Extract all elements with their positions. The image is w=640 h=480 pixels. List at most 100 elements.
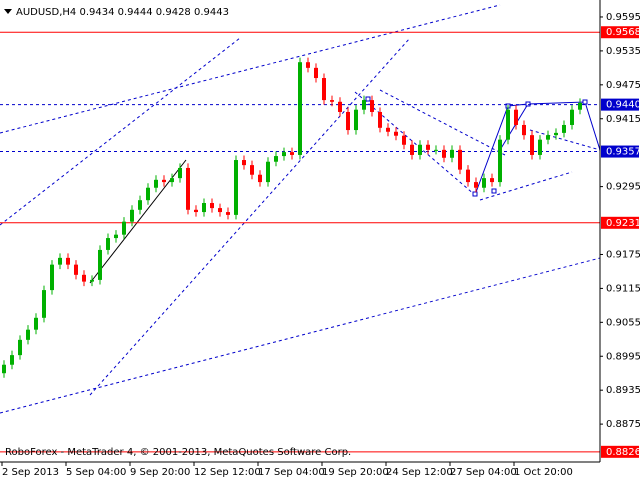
candle-body (106, 238, 110, 250)
candle-body (170, 178, 174, 183)
y-tick-label: 0.9115 (606, 283, 640, 294)
candle-body (434, 149, 438, 151)
candle-body (258, 174, 262, 183)
candle-body (410, 144, 414, 155)
price-level-badge (601, 445, 639, 458)
candle-body (290, 152, 294, 155)
candle-body (146, 187, 150, 201)
candle-body (282, 152, 286, 157)
candle-body (194, 209, 198, 213)
y-tick-label: 0.8995 (606, 351, 640, 362)
candle-body (250, 165, 254, 175)
y-tick-label: 0.9055 (606, 317, 640, 328)
candle-body (122, 221, 126, 235)
y-tick-label: 0.9475 (606, 80, 640, 91)
candle-body (298, 62, 302, 155)
trend-lines (0, 4, 601, 414)
price-level-label: 0.9357 (606, 147, 640, 158)
price-level-label: 0.9440 (606, 100, 640, 111)
candle-body (562, 124, 566, 133)
x-tick-label: 2 Sep 2013 (2, 467, 59, 478)
candle-body (266, 161, 270, 183)
candle-body (210, 203, 214, 209)
x-tick-label: 1 Oct 20:00 (514, 467, 573, 478)
candle-body (98, 249, 102, 280)
candle-body (490, 178, 494, 183)
candle-body (178, 167, 182, 179)
candle-body (10, 355, 14, 365)
candle-body (34, 317, 38, 330)
x-tick-label: 17 Sep 04:00 (258, 467, 325, 478)
footer: RoboForex - MetaTrader 4, © 2001-2013, M… (5, 447, 351, 458)
candle-body (162, 179, 166, 183)
candle-body (186, 167, 190, 210)
candle-body (450, 149, 454, 158)
candle-body (402, 135, 406, 145)
price-level-label: 0.9231 (606, 218, 640, 229)
candle-body (18, 339, 22, 356)
candle-body (90, 279, 94, 282)
y-tick-label: 0.9175 (606, 249, 640, 260)
candle-body (378, 111, 382, 128)
candle-body (386, 127, 390, 132)
candle-body (546, 135, 550, 140)
candle-body (482, 178, 486, 188)
candle-body (314, 67, 318, 79)
price-level-badge (601, 26, 639, 39)
candle-body (506, 109, 510, 140)
x-tick-label: 5 Sep 04:00 (66, 467, 126, 478)
candle-body (82, 274, 86, 282)
x-tick-label: 24 Sep 12:00 (386, 467, 453, 478)
candle-body (474, 182, 478, 188)
candle-body (218, 208, 222, 213)
candle-body (226, 212, 230, 215)
candle-body (570, 109, 574, 125)
candle-body (458, 149, 462, 170)
chart-title: AUDUSD,H4 0.9434 0.9444 0.9428 0.9443 (16, 7, 229, 18)
x-tick-label: 19 Sep 20:00 (322, 467, 389, 478)
menu-triangle[interactable] (4, 9, 12, 14)
candle-body (426, 144, 430, 150)
candle-body (530, 135, 534, 155)
candle-body (74, 264, 78, 275)
price-level-badge (601, 216, 639, 229)
candle-body (274, 156, 278, 162)
candle-body (154, 179, 158, 188)
candle-body (58, 257, 62, 265)
candle-body (2, 364, 6, 374)
candle-body (202, 203, 206, 213)
y-tick-label: 0.9295 (606, 182, 640, 193)
candle-body (346, 111, 350, 131)
y-tick-label: 0.9535 (606, 46, 640, 57)
price-level-badge (601, 145, 639, 158)
price-level-badge (601, 98, 639, 111)
candle-body (330, 100, 334, 102)
candle-body (578, 102, 582, 110)
candle-body (234, 160, 238, 215)
candle-body (466, 169, 470, 183)
candle-body (114, 234, 118, 239)
candle-body (362, 100, 366, 110)
candle-body (242, 160, 246, 166)
x-tick-label: 12 Sep 12:00 (194, 467, 261, 478)
price-level-label: 0.9568 (606, 27, 640, 38)
x-tick-label: 27 Sep 04:00 (450, 467, 517, 478)
candle-body (498, 139, 502, 183)
candle-body (338, 101, 342, 112)
candle-body (50, 264, 54, 291)
candle-body (322, 78, 326, 101)
y-tick-label: 0.8875 (606, 419, 640, 430)
candle-body (442, 149, 446, 158)
candle-body (354, 109, 358, 131)
candle-body (418, 144, 422, 155)
x-tick-label: 9 Sep 20:00 (130, 467, 190, 478)
y-tick-label: 0.9415 (606, 114, 640, 125)
candle-body (138, 200, 142, 210)
candle-body (130, 209, 134, 222)
candle-body (394, 131, 398, 136)
candle-body (42, 290, 46, 318)
candle-body (514, 109, 518, 125)
y-tick-label: 0.9595 (606, 12, 640, 23)
candle-body (370, 100, 374, 112)
